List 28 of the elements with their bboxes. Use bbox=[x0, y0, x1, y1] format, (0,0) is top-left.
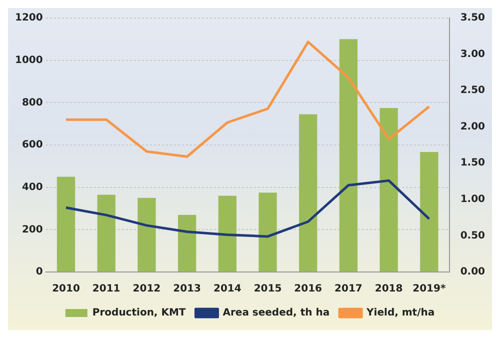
y-tick-label: 1000 bbox=[14, 54, 43, 66]
x-tick-label: 2010 bbox=[52, 284, 80, 295]
legend-label: Yield, mt/ha bbox=[366, 308, 435, 319]
y2-tick-label: 0.50 bbox=[460, 230, 486, 242]
y2-tick-label: 3.00 bbox=[460, 48, 486, 60]
y-tick-label: 1200 bbox=[14, 12, 43, 24]
x-tick-label: 2018 bbox=[374, 284, 403, 295]
y2-tick-label: 1.00 bbox=[460, 194, 486, 206]
y-tick-label: 0 bbox=[36, 266, 43, 278]
y-tick-label: 200 bbox=[22, 224, 43, 236]
x-tick-label: 2015 bbox=[254, 284, 282, 295]
x-tick-label: 2017 bbox=[334, 284, 362, 295]
legend-label: Area seeded, th ha bbox=[222, 308, 330, 319]
y2-tick-label: 2.00 bbox=[460, 121, 486, 132]
x-tick-label: 2013 bbox=[173, 284, 202, 295]
x-tick-label: 2016 bbox=[294, 284, 322, 295]
y2-tick-label: 3.50 bbox=[460, 12, 486, 24]
y-tick-label: 400 bbox=[22, 182, 43, 193]
legend-label: Production, KMT bbox=[92, 308, 186, 319]
y2-tick-label: 2.50 bbox=[460, 85, 486, 96]
x-tick-label: 2019* bbox=[412, 284, 446, 295]
y-tick-label: 600 bbox=[22, 140, 43, 151]
y2-tick-label: 1.50 bbox=[460, 158, 486, 169]
x-tick-label: 2014 bbox=[213, 284, 242, 295]
y2-tick-label: 0.00 bbox=[460, 266, 486, 278]
x-tick-label: 2012 bbox=[132, 284, 161, 295]
x-tick-label: 2011 bbox=[92, 284, 120, 295]
y-tick-label: 800 bbox=[22, 97, 43, 108]
